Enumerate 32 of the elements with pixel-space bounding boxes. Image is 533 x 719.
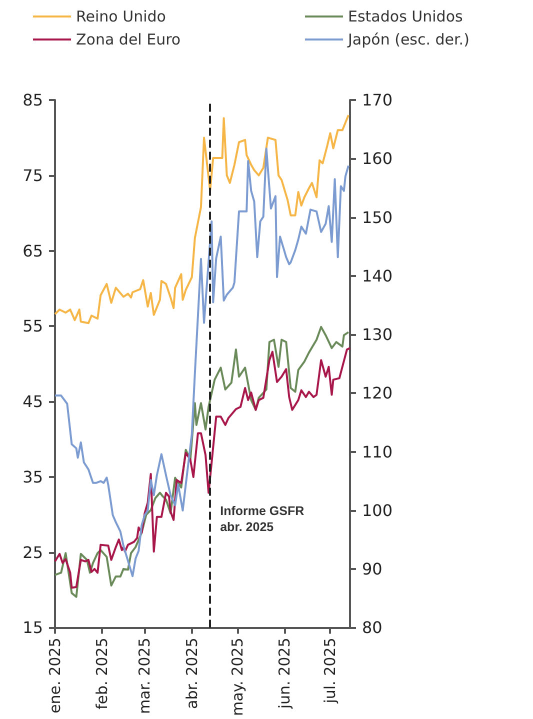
y2-tick-label: 80 <box>362 618 382 638</box>
y-tick-label: 55 <box>22 316 43 336</box>
line-series <box>54 148 350 578</box>
y2-tick-label: 130 <box>362 325 393 344</box>
y2-tick-label: 120 <box>362 384 393 403</box>
x-tick-label: jul. 2025 <box>321 638 340 704</box>
y-tick-label: 75 <box>22 166 43 185</box>
y-tick-label: 85 <box>22 90 43 110</box>
y2-tick-label: 100 <box>362 500 393 520</box>
legend-label: Reino Unido <box>76 8 166 26</box>
y2-tick-label: 90 <box>362 560 382 579</box>
y-tick-label: 35 <box>22 467 43 486</box>
legend-label: Estados Unidos <box>348 8 463 26</box>
y-tick-label: 65 <box>22 241 43 260</box>
legend-label: Japón (esc. der.) <box>347 30 470 48</box>
line-series <box>54 114 350 324</box>
x-tick-label: ene. 2025 <box>46 638 64 714</box>
x-tick-label: jun. 2025 <box>276 638 294 710</box>
ref-line-label: Informe GSFR abr. 2025 <box>220 504 304 534</box>
x-tick-label: may. 2025 <box>228 638 246 716</box>
legend-label: Zona del Euro <box>76 30 181 48</box>
x-tick-label: feb. 2025 <box>93 638 112 710</box>
y-tick-label: 15 <box>22 618 43 638</box>
y2-tick-label: 150 <box>362 208 393 227</box>
x-tick-label: mar. 2025 <box>136 638 154 714</box>
y-tick-label: 25 <box>22 542 43 562</box>
y2-tick-label: 160 <box>362 149 393 168</box>
y2-tick-label: 140 <box>362 266 393 286</box>
y2-tick-label: 110 <box>362 442 393 462</box>
x-tick-label: abr. 2025 <box>182 638 201 709</box>
y2-tick-label: 170 <box>362 90 393 110</box>
y-tick-label: 45 <box>22 392 43 412</box>
